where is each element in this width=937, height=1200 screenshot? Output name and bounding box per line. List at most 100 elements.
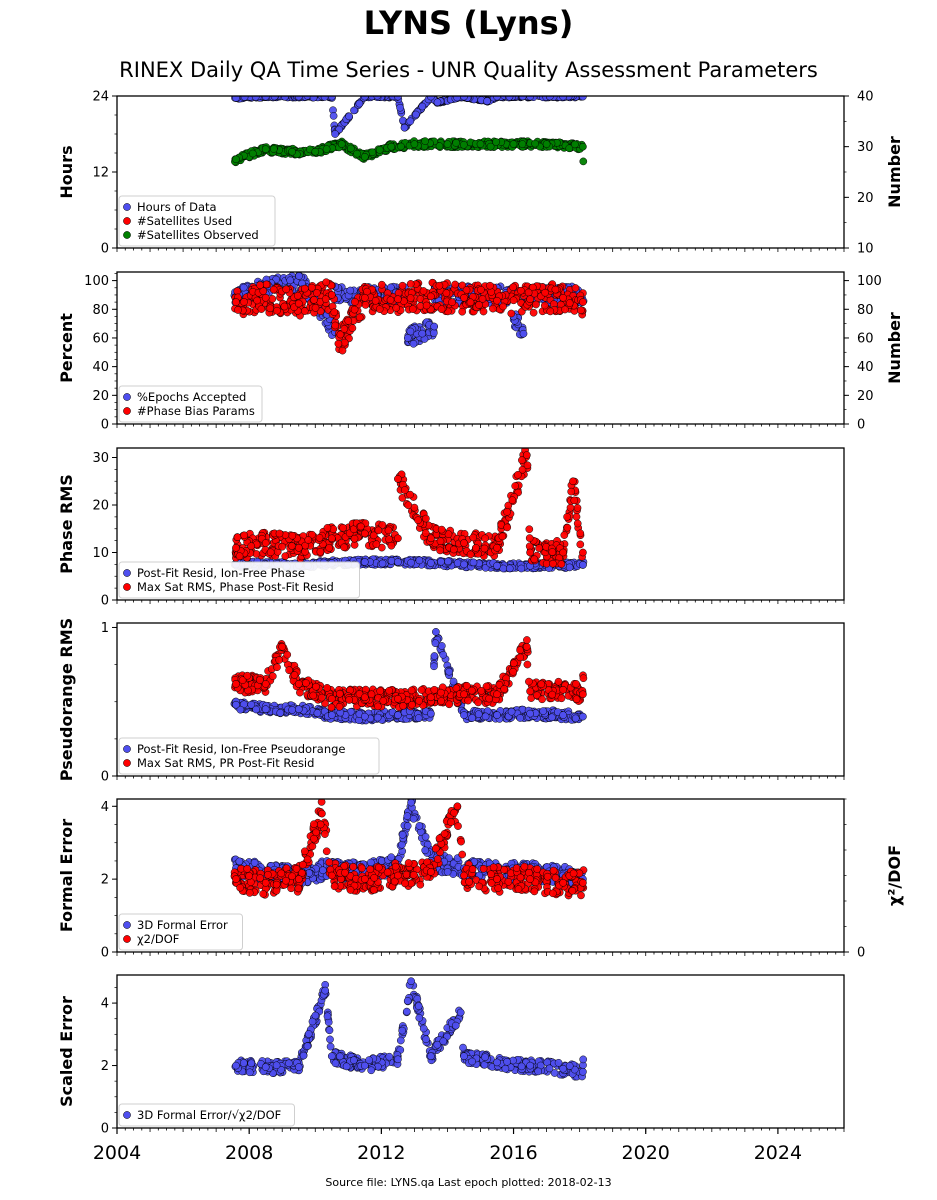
data-layer (231, 96, 588, 167)
point (436, 537, 445, 546)
point (373, 96, 382, 100)
point (374, 702, 382, 711)
point (338, 346, 347, 355)
legend-label: Post-Fit Resid, Ion-Free Pseudorange (137, 742, 345, 756)
point (406, 327, 415, 336)
point (327, 534, 336, 543)
point (275, 529, 284, 538)
point (499, 302, 507, 311)
point (384, 526, 393, 535)
point (385, 686, 394, 695)
point (435, 142, 444, 150)
point (579, 548, 587, 557)
point (525, 677, 533, 686)
point (422, 514, 430, 523)
point (251, 96, 260, 101)
point (579, 674, 588, 683)
point (394, 295, 402, 304)
point (327, 291, 336, 299)
point (309, 691, 318, 700)
point (523, 660, 532, 669)
point (430, 662, 438, 671)
legend-label: Post-Fit Resid, Ion-Free Phase (137, 566, 305, 580)
point (417, 686, 426, 694)
point (322, 278, 331, 287)
point (486, 142, 495, 151)
point (460, 711, 468, 719)
y-tick-label: 24 (92, 90, 109, 105)
point (268, 295, 277, 303)
point (577, 306, 585, 315)
point (573, 504, 582, 512)
point (273, 663, 281, 672)
point (313, 709, 322, 717)
point (414, 516, 422, 525)
point (311, 147, 320, 156)
point (385, 535, 393, 544)
right-y-axis-label: Number (885, 312, 904, 384)
point (525, 534, 534, 542)
point (295, 272, 303, 280)
point (339, 524, 347, 532)
point (371, 296, 380, 305)
point (477, 686, 486, 695)
y-tick-label: 20 (92, 499, 109, 514)
point (549, 559, 557, 568)
chart-title: LYNS (Lyns) (363, 4, 574, 42)
point (256, 676, 264, 684)
point (261, 293, 270, 302)
point (572, 695, 581, 704)
point (397, 142, 405, 151)
point (235, 552, 244, 561)
point (360, 712, 369, 721)
data-layer (230, 448, 588, 573)
legend-marker (123, 569, 131, 577)
point (268, 672, 277, 681)
data-layer (230, 628, 588, 725)
point (561, 305, 569, 314)
point (569, 477, 577, 486)
point (261, 705, 270, 714)
point (240, 700, 248, 709)
point (509, 659, 518, 668)
point (320, 96, 329, 101)
point (427, 693, 435, 702)
point (474, 710, 483, 719)
legend-marker (123, 393, 131, 401)
point (445, 667, 453, 676)
legend-box (118, 195, 276, 247)
point (505, 96, 514, 101)
point (514, 470, 522, 479)
point (327, 694, 336, 703)
point (327, 711, 336, 719)
point (541, 288, 549, 297)
point (273, 306, 281, 315)
point (398, 281, 407, 290)
point (458, 307, 467, 316)
y-tick-label: 60 (92, 331, 109, 346)
legend-label: Hours of Data (137, 200, 217, 214)
point (406, 294, 415, 302)
point (477, 285, 485, 294)
point (485, 694, 493, 703)
point (414, 714, 423, 722)
point (433, 98, 442, 107)
point (460, 690, 468, 699)
point (444, 557, 452, 566)
point (429, 329, 438, 337)
point (526, 709, 534, 718)
y-tick-label: 0 (101, 242, 109, 257)
point (407, 558, 415, 567)
point (232, 700, 240, 709)
point (579, 298, 587, 306)
point (557, 694, 566, 703)
point (451, 280, 459, 289)
point (322, 145, 331, 153)
point (334, 339, 343, 348)
point (522, 642, 531, 651)
point (288, 542, 296, 550)
legend-marker (123, 407, 131, 415)
point (340, 543, 348, 552)
point (517, 564, 526, 573)
